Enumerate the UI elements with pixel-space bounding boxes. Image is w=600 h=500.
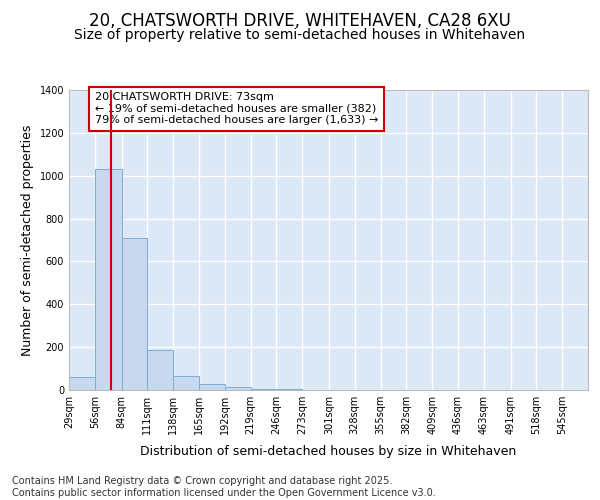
- Text: 20 CHATSWORTH DRIVE: 73sqm
← 19% of semi-detached houses are smaller (382)
79% o: 20 CHATSWORTH DRIVE: 73sqm ← 19% of semi…: [95, 92, 378, 126]
- Bar: [148, 350, 173, 390]
- Bar: [225, 387, 251, 390]
- Bar: [173, 376, 199, 390]
- Text: Size of property relative to semi-detached houses in Whitehaven: Size of property relative to semi-detach…: [74, 28, 526, 42]
- Text: 20, CHATSWORTH DRIVE, WHITEHAVEN, CA28 6XU: 20, CHATSWORTH DRIVE, WHITEHAVEN, CA28 6…: [89, 12, 511, 30]
- X-axis label: Distribution of semi-detached houses by size in Whitehaven: Distribution of semi-detached houses by …: [140, 446, 517, 458]
- Y-axis label: Number of semi-detached properties: Number of semi-detached properties: [21, 124, 34, 356]
- Bar: [122, 238, 148, 390]
- Bar: [95, 170, 122, 390]
- Bar: [199, 384, 225, 390]
- Bar: [251, 389, 277, 390]
- Text: Contains HM Land Registry data © Crown copyright and database right 2025.
Contai: Contains HM Land Registry data © Crown c…: [12, 476, 436, 498]
- Bar: [69, 377, 95, 390]
